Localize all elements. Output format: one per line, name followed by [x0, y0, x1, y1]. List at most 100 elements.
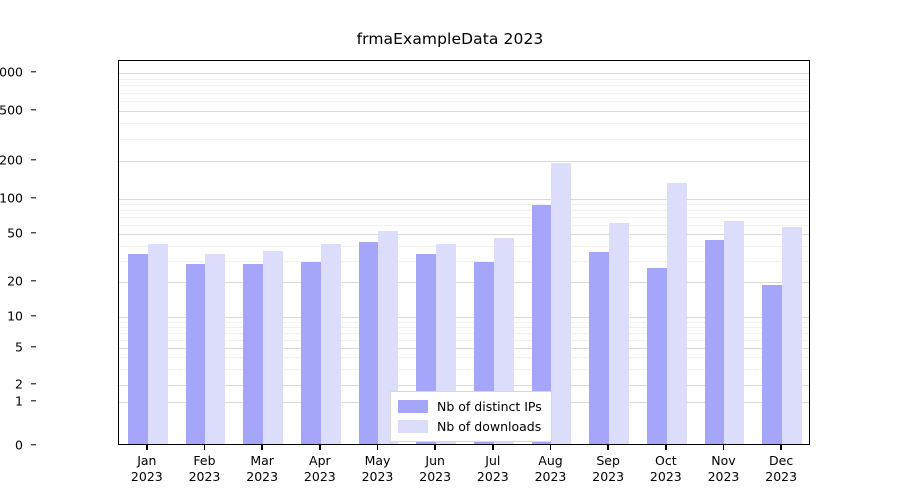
gridline-minor: [119, 217, 809, 218]
gridline-major: [119, 111, 809, 112]
bar-distinct-ips[interactable]: [243, 264, 264, 444]
x-axis-tick-label: Mar 2023: [233, 453, 291, 485]
x-axis-year: 2023: [303, 469, 336, 484]
gridline-minor: [119, 260, 809, 262]
gridline-minor: [119, 245, 809, 247]
chart-title: frmaExampleData 2023: [356, 30, 544, 48]
gridline-minor: [119, 101, 809, 102]
x-axis-year: 2023: [534, 469, 567, 484]
y-axis-tick-mark: [31, 280, 36, 282]
y-axis-tick-mark: [31, 159, 36, 161]
bar-distinct-ips[interactable]: [589, 252, 610, 444]
y-axis-tick-label: 500: [0, 102, 23, 118]
x-axis-year: 2023: [361, 469, 394, 484]
gridline-minor: [119, 327, 809, 328]
gridline-minor: [119, 85, 809, 87]
bar-downloads[interactable]: [263, 250, 284, 444]
x-axis-month: Jun: [425, 453, 445, 468]
x-axis-tick-mark: [549, 445, 552, 450]
bar-distinct-ips[interactable]: [127, 253, 148, 444]
bar-downloads[interactable]: [666, 182, 687, 444]
gridline-major: [119, 73, 809, 74]
bar-distinct-ips[interactable]: [762, 285, 783, 444]
x-axis-tick-label: Jan 2023: [118, 453, 176, 485]
y-axis-tick-label: 50: [7, 225, 23, 241]
gridline-minor: [119, 204, 809, 206]
bar-downloads[interactable]: [551, 163, 572, 444]
y-axis-tick-label: 10: [7, 308, 23, 324]
x-axis-tick-mark: [203, 445, 206, 450]
bar-distinct-ips[interactable]: [646, 268, 667, 444]
x-axis-month: Dec: [769, 453, 794, 468]
x-axis-tick-mark: [607, 445, 609, 450]
x-axis-month: Jul: [485, 453, 501, 468]
bar-distinct-ips[interactable]: [531, 204, 552, 444]
gridline-minor: [119, 357, 809, 358]
y-axis-tick-mark: [31, 400, 36, 402]
bar-distinct-ips[interactable]: [185, 264, 206, 444]
gridline-major: [119, 282, 809, 283]
y-axis-tick-label: 200: [0, 152, 23, 168]
x-axis-month: Oct: [655, 453, 677, 468]
bar-downloads[interactable]: [147, 243, 168, 444]
x-axis-year: 2023: [765, 469, 798, 484]
bar-distinct-ips[interactable]: [358, 242, 379, 444]
y-axis-tick-mark: [31, 197, 36, 199]
y-axis-tick-mark: [31, 71, 36, 73]
x-axis-month: Apr: [309, 453, 331, 468]
y-axis-tick-label: 2: [15, 376, 23, 392]
x-axis-tick-label: Feb 2023: [176, 453, 234, 485]
x-axis-year: 2023: [592, 469, 625, 484]
y-axis-tick-label: 5: [15, 339, 23, 355]
bar-downloads[interactable]: [205, 253, 226, 444]
x-axis-tick-label: Apr 2023: [291, 453, 349, 485]
x-axis-tick-label: Nov 2023: [695, 453, 753, 485]
bar-group: [127, 61, 168, 444]
x-axis-tick-mark: [780, 445, 782, 450]
x-axis-month: Mar: [250, 453, 274, 468]
chart-legend: Nb of distinct IPs Nb of downloads: [390, 391, 552, 442]
x-axis-month: May: [364, 453, 391, 468]
gridline-minor: [119, 333, 809, 334]
bar-distinct-ips[interactable]: [704, 239, 725, 444]
x-axis-year: 2023: [649, 469, 682, 484]
bar-group: [243, 61, 284, 444]
x-axis-tick-mark: [319, 445, 321, 450]
gridline-major: [119, 234, 809, 235]
gridline-minor: [119, 368, 809, 370]
bar-group: [704, 61, 745, 444]
x-axis-year: 2023: [246, 469, 279, 484]
bar-group: [416, 61, 457, 444]
y-axis-tick-label: 1000: [0, 64, 23, 80]
bar-distinct-ips[interactable]: [300, 262, 321, 444]
legend-item-distinct-ips[interactable]: Nb of distinct IPs: [398, 396, 542, 416]
x-axis-tick-label: Sep 2023: [579, 453, 637, 485]
x-axis-year: 2023: [476, 469, 509, 484]
x-axis-tick-mark: [722, 445, 725, 450]
bar-group: [185, 61, 226, 444]
x-axis-year: 2023: [419, 469, 452, 484]
x-axis-month: Nov: [711, 453, 736, 468]
x-axis-tick-label: Jul 2023: [464, 453, 522, 485]
x-axis-tick-label: Dec 2023: [752, 453, 810, 485]
bar-downloads[interactable]: [609, 222, 630, 444]
bar-group: [473, 61, 514, 444]
x-axis-tick-mark: [146, 445, 148, 450]
x-axis-tick-label: Jun 2023: [406, 453, 464, 485]
y-axis-tick-label: 20: [7, 273, 23, 289]
gridline-major: [119, 385, 809, 386]
bar-downloads[interactable]: [378, 231, 399, 444]
y-axis-tick-mark: [31, 232, 36, 234]
legend-item-downloads[interactable]: Nb of downloads: [398, 416, 542, 436]
bar-downloads[interactable]: [782, 227, 803, 444]
plot-area: [118, 60, 810, 445]
x-axis-tick-mark: [261, 445, 263, 450]
y-axis-tick-mark: [31, 315, 36, 317]
x-axis-tick-mark: [376, 445, 379, 450]
gridline-minor: [119, 210, 809, 212]
x-axis-month: Jan: [137, 453, 157, 468]
bar-downloads[interactable]: [724, 221, 745, 444]
bar-downloads[interactable]: [320, 243, 341, 444]
x-axis-month: Feb: [193, 453, 216, 468]
legend-swatch-icon-downloads: [398, 419, 428, 433]
